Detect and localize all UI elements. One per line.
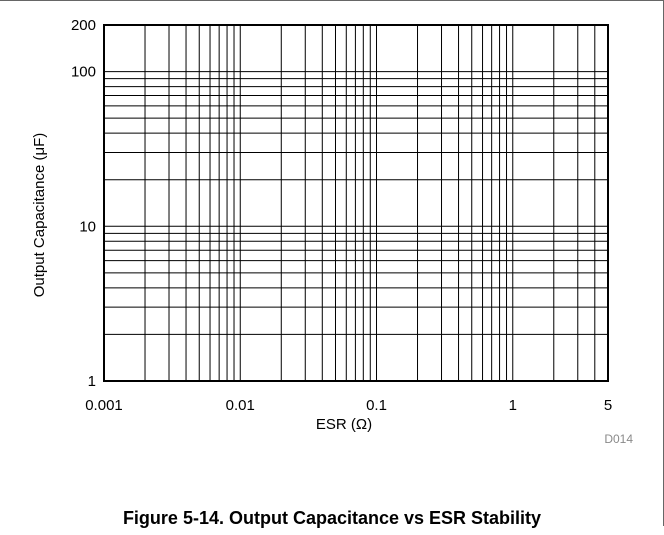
y-tick-label: 1 [88, 373, 96, 390]
esr-stability-chart: 0.001 0.01 0.1 1 5 1 10 100 200 ESR (Ω) Output … [31, 17, 633, 446]
y-axis-title: Output Capacitance (μF) [31, 133, 48, 298]
x-tick-label: 0.01 [226, 397, 255, 414]
x-tick-label: 0.1 [366, 397, 387, 414]
figure-caption: Figure 5-14. Output Capacitance vs ESR S… [122, 508, 542, 528]
x-tick-labels: 0.001 0.01 0.1 1 5 [85, 397, 612, 414]
y-tick-label: 10 [79, 218, 96, 235]
grid [104, 25, 608, 381]
x-tick-label: 5 [604, 397, 612, 414]
x-axis-title: ESR (Ω) [316, 416, 372, 433]
y-tick-label: 200 [71, 17, 96, 34]
page-frame-top [0, 0, 664, 1]
plot-area [103, 24, 609, 382]
x-tick-label: 0.001 [85, 397, 123, 414]
y-tick-labels: 1 10 100 200 [71, 17, 96, 390]
y-tick-label: 100 [71, 64, 96, 81]
x-tick-label: 1 [509, 397, 517, 414]
figure-code: D014 [604, 432, 633, 446]
